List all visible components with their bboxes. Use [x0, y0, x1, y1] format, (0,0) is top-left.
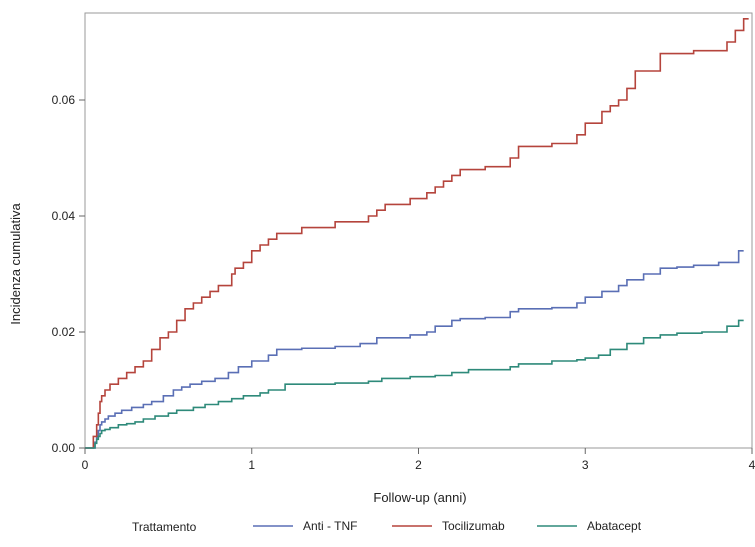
y-tick-label: 0.06: [52, 93, 76, 107]
series-line-tocilizumab: [85, 18, 749, 449]
x-tick-label: 2: [415, 458, 422, 472]
x-tick-label: 4: [749, 458, 755, 472]
x-tick-label: 1: [248, 458, 255, 472]
y-tick-label: 0.04: [52, 209, 76, 223]
x-tick-label: 3: [582, 458, 589, 472]
y-tick-label: 0.00: [52, 441, 76, 455]
x-axis-title: Follow-up (anni): [373, 490, 466, 505]
series-line-abatacept: [85, 319, 744, 449]
legend: Trattamento Anti - TNF Tocilizumab Abatace…: [132, 519, 642, 534]
x-tick-label: 0: [82, 458, 89, 472]
legend-label: Abatacept: [587, 519, 642, 533]
y-tick-label: 0.02: [52, 325, 76, 339]
legend-label: Tocilizumab: [442, 519, 505, 533]
legend-title: Trattamento: [132, 520, 197, 534]
series-line-anti-tnf: [85, 250, 744, 449]
legend-label: Anti - TNF: [303, 519, 357, 533]
plot-frame: [84, 12, 753, 449]
y-axis-title: Incidenza cumulativa: [8, 203, 23, 325]
